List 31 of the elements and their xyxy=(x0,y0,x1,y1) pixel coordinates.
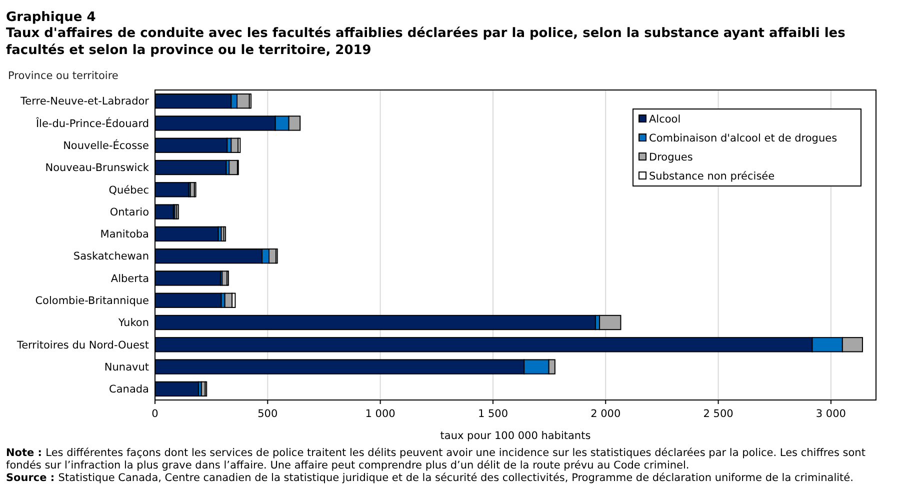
x-tick-label: 2 000 xyxy=(590,408,621,420)
x-axis-title: taux pour 100 000 habitants xyxy=(440,430,591,442)
legend-label: Substance non précisée xyxy=(649,170,775,183)
y-tick-label: Ontario xyxy=(110,206,149,218)
y-axis-title: Province ou territoire xyxy=(8,70,118,82)
y-tick-label: Nouvelle-Écosse xyxy=(63,139,149,152)
y-tick-label: Alberta xyxy=(110,272,149,285)
y-tick-label: Manitoba xyxy=(100,228,149,241)
y-tick-label: Canada xyxy=(109,384,149,396)
x-tick-label: 0 xyxy=(152,408,158,420)
y-tick-label: Île-du-Prince-Édouard xyxy=(34,116,149,130)
chart-subtitle: Taux d'affaires de conduite avec les facultés affaiblies déclarées par la police, selon la substance ayant affaibli les facultés et selon la province ou le territoire, 2019 xyxy=(6,26,846,58)
x-tick-label: 1 000 xyxy=(365,408,396,420)
text: Graphique 4 xyxy=(6,10,96,25)
x-tick-label: 3 000 xyxy=(816,408,846,420)
y-tick-label: Québec xyxy=(108,184,150,196)
y-tick-label: Colombie-Britannique xyxy=(35,295,149,308)
y-tick-label: Nunavut xyxy=(104,361,149,374)
legend-label: Combinaison d'alcool et de drogues xyxy=(649,132,838,145)
x-tick-label: 500 xyxy=(258,408,278,420)
x-tick-label: 1 500 xyxy=(478,408,508,420)
y-tick-label: Nouveau-Brunswick xyxy=(45,162,150,174)
y-tick-label: Terre-Neuve-et-Labrador xyxy=(20,96,150,108)
text: Note : Les différentes façons dont les services de police traitent les délits peuvent avoir une incidence sur les statistiques déclarées par la police. Les chiffres sont fondés sur l’infraction la plus grave dans l’affaire. Une affaire peut comprendre plus d’un délit de la route prévu au Code criminel. xyxy=(6,447,866,472)
y-tick-label: Saskatchewan xyxy=(73,250,149,263)
source-note: Source : Statistique Canada, Centre canadien de la statistique juridique et de la sécurité des collectivités, Programme de déclaration uniforme de la criminalité. xyxy=(6,472,854,484)
x-tick-label: 2 500 xyxy=(703,408,734,420)
y-tick-label: Territoires du Nord-Ouest xyxy=(16,339,149,352)
y-tick-label: Yukon xyxy=(117,317,149,330)
legend-label: Alcool xyxy=(649,114,681,126)
legend-label: Drogues xyxy=(649,152,693,164)
